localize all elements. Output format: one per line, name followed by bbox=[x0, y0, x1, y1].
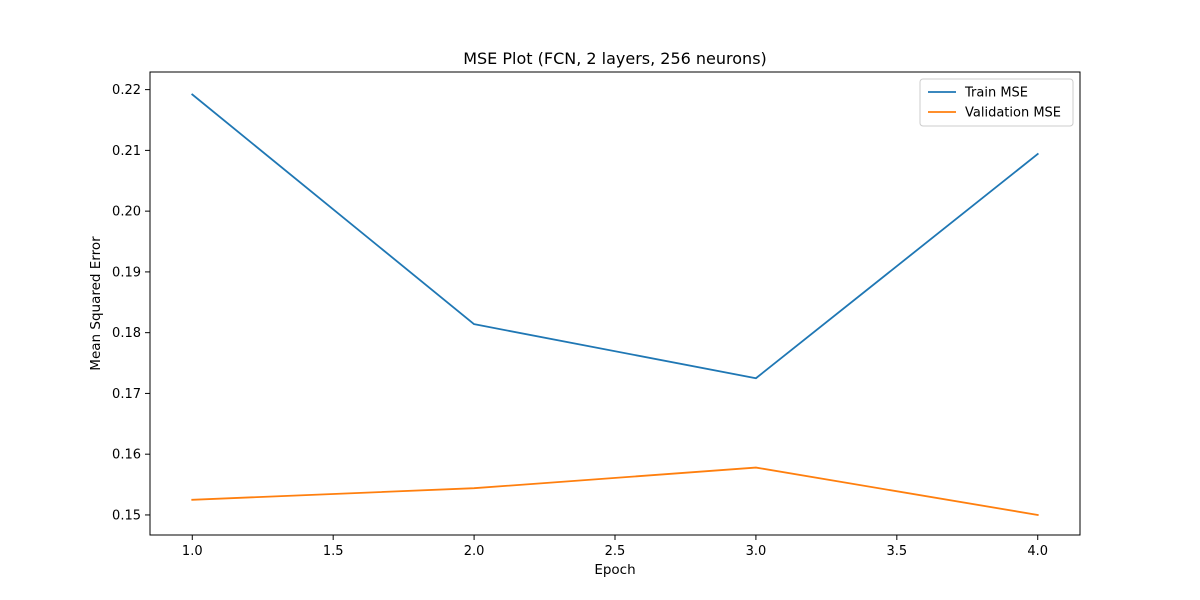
legend-label: Train MSE bbox=[964, 86, 1028, 101]
y-tick-label: 0.18 bbox=[112, 326, 141, 341]
y-tick-label: 0.20 bbox=[112, 205, 141, 220]
x-tick-label: 3.5 bbox=[886, 544, 907, 559]
legend-box bbox=[919, 78, 1074, 127]
y-tick-label: 0.21 bbox=[112, 144, 141, 159]
legend: Train MSE Validation MSE bbox=[919, 78, 1074, 127]
y-axis-label: Mean Squared Error bbox=[88, 236, 104, 371]
y-tick-label: 0.17 bbox=[112, 387, 141, 402]
x-axis-label: Epoch bbox=[594, 562, 635, 578]
y-axis: 0.15 0.16 0.17 0.18 0.19 0.20 0.21 0.22 bbox=[112, 83, 150, 523]
series-line-train-mse bbox=[191, 93, 1039, 380]
x-tick-label: 1.0 bbox=[182, 544, 203, 559]
legend-label: Validation MSE bbox=[965, 106, 1061, 121]
x-tick-label: 2.5 bbox=[605, 544, 626, 559]
plot-area bbox=[149, 71, 1081, 536]
y-tick-label: 0.22 bbox=[112, 83, 141, 98]
x-tick-label: 1.5 bbox=[323, 544, 344, 559]
x-tick-label: 3.0 bbox=[746, 544, 767, 559]
x-tick-label: 4.0 bbox=[1027, 544, 1048, 559]
y-tick-label: 0.16 bbox=[112, 448, 141, 463]
y-tick-label: 0.15 bbox=[112, 508, 141, 523]
series-group bbox=[191, 93, 1039, 516]
chart-title: MSE Plot (FCN, 2 layers, 256 neurons) bbox=[463, 49, 767, 68]
y-tick-label: 0.19 bbox=[112, 265, 141, 280]
plot-frame bbox=[149, 71, 1081, 536]
series-line-validation-mse bbox=[191, 466, 1039, 516]
x-axis: 1.0 1.5 2.0 2.5 3.0 3.5 4.0 bbox=[182, 535, 1048, 559]
x-tick-label: 2.0 bbox=[464, 544, 485, 559]
